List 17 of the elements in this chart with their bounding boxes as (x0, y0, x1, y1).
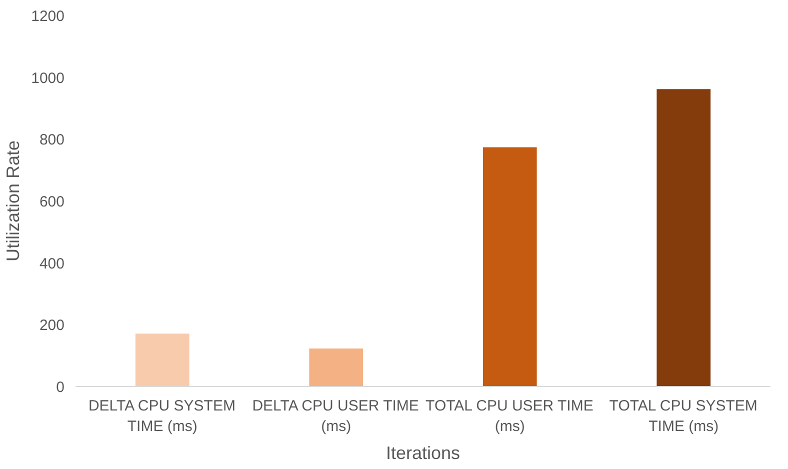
y-axis-title: Utilization Rate (3, 140, 24, 262)
x-tick-label: TOTAL CPU SYSTEM TIME (ms) (609, 398, 758, 435)
bar (135, 334, 190, 386)
x-tick-label: TOTAL CPU USER TIME (ms) (426, 398, 594, 435)
y-tick-label: 200 (39, 317, 65, 334)
x-tick-label: DELTA CPU SYSTEM TIME (ms) (88, 398, 236, 435)
y-tick-label: 400 (39, 255, 65, 272)
y-tick-label: 800 (39, 132, 65, 149)
x-axis-title: Iterations (386, 442, 460, 463)
y-tick-label: 1200 (31, 8, 65, 25)
x-tick-label: DELTA CPU USER TIME (ms) (252, 398, 419, 435)
bar (656, 89, 711, 386)
bar (482, 147, 537, 386)
bar (309, 348, 364, 386)
y-tick-label: 1000 (31, 70, 65, 87)
y-tick-label: 600 (39, 194, 65, 210)
y-tick-label: 0 (56, 379, 64, 396)
